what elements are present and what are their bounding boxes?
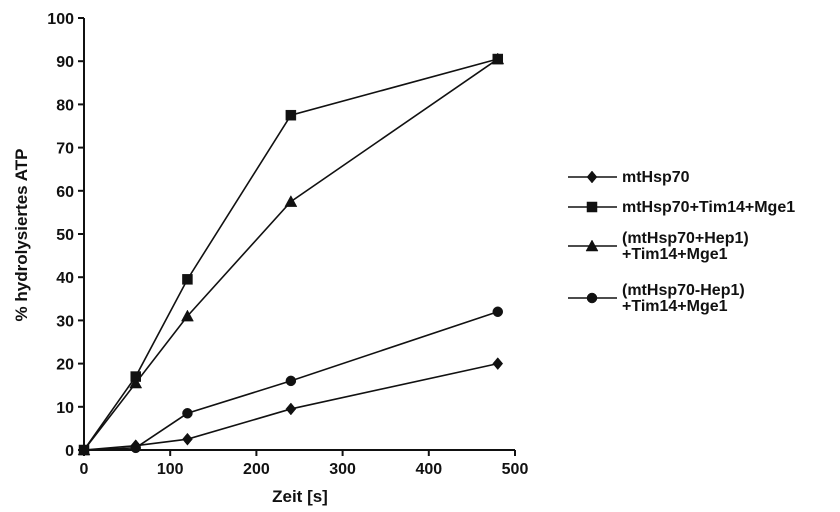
series-1 [78,357,504,457]
legend-label: mtHsp70 [622,169,690,186]
x-tick-label: 100 [157,461,184,478]
x-axis-title: Zeit [s] [272,487,328,506]
y-tick-label: 80 [56,97,74,114]
y-tick-label: 10 [56,400,74,417]
data-point-triangle [491,52,505,65]
legend-marker-square [586,201,598,213]
legend-label: (mtHsp70-Hep1) [622,282,745,299]
y-tick-label: 70 [56,141,74,158]
data-point-square [285,109,297,121]
legend-label: +Tim14+Mge1 [622,246,728,263]
data-point-triangle [181,309,194,322]
x-tick-label: 400 [415,461,442,478]
y-tick-label: 30 [56,313,74,330]
plot-area [77,52,505,457]
series-4 [78,306,504,456]
legend-marker-triangle [585,239,599,252]
data-point-circle [492,306,504,318]
legend-entry: (mtHsp70-Hep1)+Tim14+Mge1 [568,282,745,315]
data-point-circle [78,444,90,456]
y-tick-label: 60 [56,184,74,201]
legend-marker-diamond [586,170,598,184]
series-2 [78,53,504,456]
legend-entry: (mtHsp70+Hep1)+Tim14+Mge1 [568,230,749,263]
x-tick-label: 0 [80,461,89,478]
data-point-diamond [492,357,504,370]
legend-label: (mtHsp70+Hep1) [622,230,749,247]
axes: 0 10 20 30 40 50 60 70 80 90 100 0 100 200 300 400 500 [47,11,528,478]
legend: mtHsp70mtHsp70+Tim14+Mge1(mtHsp70+Hep1)+… [568,169,795,315]
legend-label: mtHsp70+Tim14+Mge1 [622,199,795,216]
x-tick-label: 200 [243,461,270,478]
data-point-triangle [284,195,298,207]
y-tick-label: 50 [56,227,74,244]
legend-entry: mtHsp70+Tim14+Mge1 [568,199,795,216]
data-point-square [182,274,193,285]
legend-label: +Tim14+Mge1 [622,298,728,315]
data-point-circle [130,442,141,454]
y-tick-label: 0 [65,443,74,460]
x-tick-label: 500 [502,461,529,478]
data-point-diamond [285,402,297,416]
data-point-diamond [182,432,193,446]
data-point-circle [182,408,193,419]
data-point-triangle [129,376,143,389]
x-tick-label: 300 [329,461,356,478]
y-axis-title: % hydrolysiertes ATP [12,149,31,322]
y-tick-label: 90 [56,54,74,71]
y-tick-label: 100 [47,11,74,28]
y-tick-label: 40 [56,270,74,287]
legend-entry: mtHsp70 [568,169,690,186]
legend-marker-circle [586,292,598,304]
data-point-circle [285,375,297,387]
y-tick-label: 20 [56,357,74,374]
